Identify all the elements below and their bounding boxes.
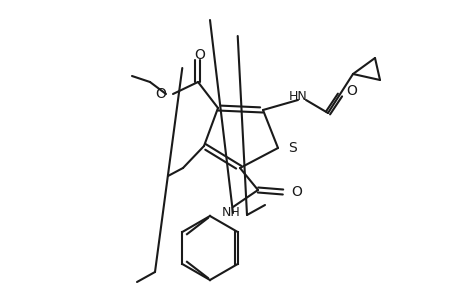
Text: O: O — [291, 185, 301, 199]
Text: O: O — [345, 84, 356, 98]
Text: O: O — [194, 48, 205, 62]
Text: HN: HN — [288, 89, 307, 103]
Text: O: O — [155, 87, 166, 101]
Text: NH: NH — [221, 206, 240, 220]
Text: S: S — [287, 141, 296, 155]
